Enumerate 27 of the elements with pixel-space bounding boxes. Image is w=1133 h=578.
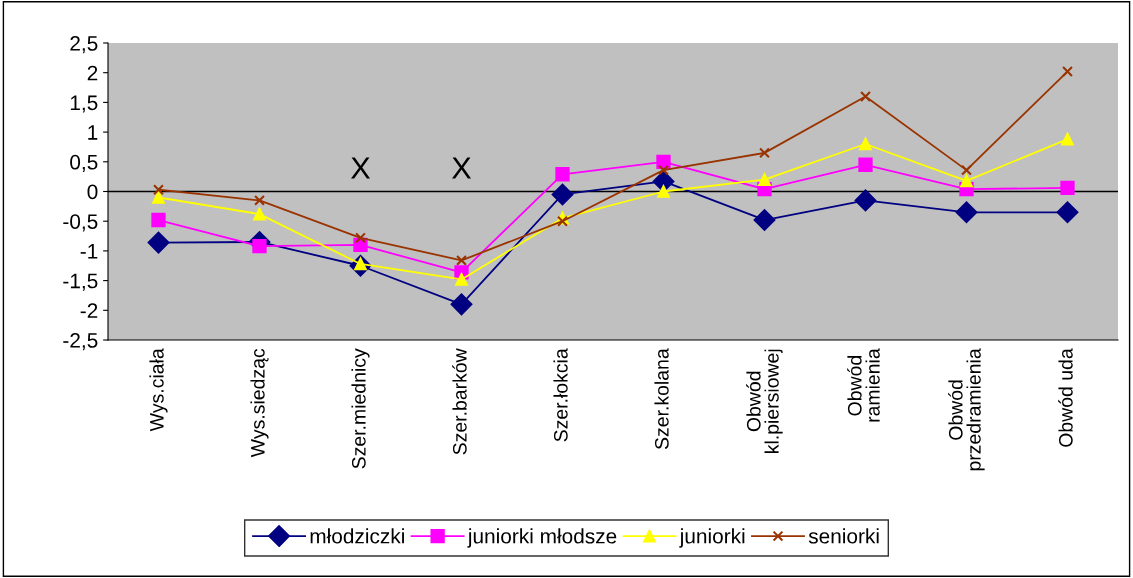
- annotation: X: [452, 157, 472, 179]
- x-tick-label: Obwód przedramienia: [948, 348, 985, 471]
- y-tick-label: 2,5: [70, 36, 98, 54]
- y-tick-label: -0,5: [63, 214, 98, 232]
- annotation: X: [351, 157, 371, 179]
- x-tick-label: Szer.barków: [452, 348, 467, 455]
- x-tick-label: Szer.kolana: [654, 348, 669, 450]
- x-tick-label: Szer.miednicy: [351, 348, 370, 469]
- y-tick-label: 0,5: [70, 154, 98, 173]
- x-tick-label: Obwód uda: [1058, 348, 1073, 447]
- legend-label: juniorki młodsze: [467, 528, 617, 548]
- y-tick-label: -1,5: [63, 273, 98, 291]
- x-tick-label: Obwód ramienia: [847, 348, 880, 422]
- y-tick-label: 2: [87, 65, 98, 81]
- y-tick-label: 1: [88, 125, 98, 140]
- legend-label: seniorki: [808, 528, 879, 544]
- y-tick-label: -2: [80, 303, 98, 318]
- y-tick-label: 1,5: [70, 95, 98, 113]
- y-tick-label: -2,5: [63, 333, 98, 351]
- x-tick-label: Wys.siedząc: [250, 348, 269, 458]
- legend-label: juniorki: [679, 528, 745, 548]
- x-tick-label: Obwód kl.piersiowej: [746, 349, 783, 453]
- x-tick-label: Wys.ciała: [149, 348, 168, 432]
- y-tick-label: 0: [87, 184, 98, 200]
- y-tick-label: -1: [80, 244, 98, 259]
- legend-label: młodziczki: [310, 528, 404, 544]
- x-tick-label: Szer.łokcia: [553, 348, 568, 442]
